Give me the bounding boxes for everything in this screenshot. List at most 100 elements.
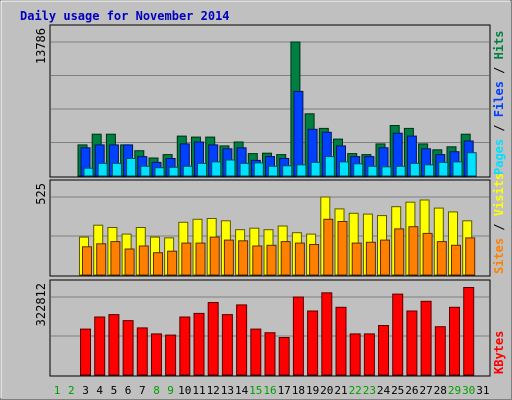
bar-sites-25 xyxy=(394,228,405,276)
x-tick-label: 14 xyxy=(235,384,249,397)
bar-kbytes-14 xyxy=(236,304,248,376)
bar-sites-16 xyxy=(266,244,277,276)
bar-sites-14 xyxy=(238,240,249,276)
bar-kbytes-18 xyxy=(292,296,304,376)
bar-pages-19 xyxy=(310,161,321,177)
legend: Sites / Visits xyxy=(492,173,506,274)
bar-kbytes-7 xyxy=(136,327,148,376)
y-max-label: 525 xyxy=(34,183,48,205)
series-pages xyxy=(83,152,477,177)
x-tick-label: 20 xyxy=(320,384,333,397)
bar-pages-30 xyxy=(466,152,477,177)
bar-sites-4 xyxy=(96,243,107,276)
x-tick-label: 5 xyxy=(111,384,118,397)
bar-kbytes-9 xyxy=(165,334,177,376)
legend-kbytes: KBytes xyxy=(492,331,506,374)
x-tick-label: 29 xyxy=(448,384,461,397)
bar-sites-10 xyxy=(181,242,192,276)
x-tick-label: 12 xyxy=(207,384,220,397)
bar-sites-28 xyxy=(436,241,447,276)
bar-pages-10 xyxy=(182,165,193,177)
bar-kbytes-12 xyxy=(207,302,219,376)
x-tick-label: 25 xyxy=(391,384,404,397)
x-tick-label: 6 xyxy=(125,384,132,397)
x-tick-label: 24 xyxy=(377,384,391,397)
bar-kbytes-6 xyxy=(122,320,134,376)
bar-kbytes-4 xyxy=(94,316,106,376)
y-max-label: 13786 xyxy=(34,28,48,64)
bar-pages-22 xyxy=(353,163,364,177)
bar-kbytes-19 xyxy=(307,310,319,376)
x-axis-labels: 1 2 3 4 5 6 7 8 9 10 11 12 13 14 15 16 17 18 19 20 21 22 23 24 2… xyxy=(54,384,490,397)
bar-pages-3 xyxy=(83,167,94,177)
x-tick-label: 10 xyxy=(178,384,191,397)
bar-pages-17 xyxy=(282,165,293,177)
bar-kbytes-29 xyxy=(449,306,460,376)
bar-sites-23 xyxy=(365,241,376,276)
bar-kbytes-8 xyxy=(151,333,162,376)
x-tick-label: 23 xyxy=(363,384,376,397)
bar-kbytes-24 xyxy=(378,325,389,376)
bar-kbytes-20 xyxy=(321,292,333,376)
legend-separator: / xyxy=(492,216,506,238)
bar-sites-8 xyxy=(153,252,163,276)
bar-kbytes-10 xyxy=(179,316,191,376)
bar-kbytes-22 xyxy=(349,333,361,376)
x-tick-label: 30 xyxy=(462,384,475,397)
x-tick-label: 9 xyxy=(167,384,174,397)
bar-sites-12 xyxy=(209,236,220,276)
x-tick-label: 1 xyxy=(54,384,61,397)
legend-pages: Pages xyxy=(492,139,506,175)
x-tick-label: 13 xyxy=(221,384,234,397)
x-tick-label: 19 xyxy=(306,384,319,397)
bar-pages-12 xyxy=(211,161,222,177)
bar-kbytes-3 xyxy=(80,328,91,376)
legend-visits: Visits xyxy=(492,173,506,216)
series-kbytes xyxy=(80,287,475,376)
x-tick-label: 15 xyxy=(249,384,262,397)
bar-pages-24 xyxy=(381,166,392,177)
bar-pages-13 xyxy=(225,159,236,177)
bar-pages-27 xyxy=(424,164,435,177)
bar-pages-15 xyxy=(253,162,264,177)
bar-pages-7 xyxy=(140,165,151,177)
bar-pages-4 xyxy=(97,162,108,177)
panel-2: 525 Sites / Visits xyxy=(34,173,506,277)
x-tick-label: 21 xyxy=(334,384,347,397)
legend-sites: Sites xyxy=(492,238,506,274)
bar-pages-23 xyxy=(367,165,378,177)
bar-kbytes-13 xyxy=(221,314,233,376)
bar-sites-5 xyxy=(110,241,121,276)
legend: KBytes xyxy=(492,331,506,374)
bar-sites-7 xyxy=(138,245,149,276)
x-tick-label: 4 xyxy=(96,384,103,397)
bar-kbytes-27 xyxy=(420,300,432,376)
bar-sites-29 xyxy=(451,244,461,276)
bar-sites-22 xyxy=(351,242,362,276)
bar-sites-15 xyxy=(252,245,263,276)
legend-hits: Hits xyxy=(492,30,506,59)
legend-files: Files xyxy=(492,81,506,117)
bar-sites-21 xyxy=(337,221,348,276)
bar-pages-18 xyxy=(296,164,307,177)
bar-kbytes-5 xyxy=(108,314,120,376)
bar-sites-18 xyxy=(294,242,305,276)
legend: Pages / Files / Hits xyxy=(492,30,506,175)
x-tick-label: 2 xyxy=(68,384,75,397)
bar-kbytes-15 xyxy=(250,328,262,376)
x-tick-label: 18 xyxy=(292,384,305,397)
x-tick-label: 26 xyxy=(405,384,418,397)
panel-3: 322812 KBytes xyxy=(34,279,506,377)
legend-separator: / xyxy=(492,59,506,81)
bar-pages-16 xyxy=(268,165,278,177)
x-tick-label: 3 xyxy=(82,384,89,397)
bar-sites-19 xyxy=(309,244,320,276)
bar-pages-11 xyxy=(197,162,207,177)
bar-pages-20 xyxy=(324,156,335,177)
bar-sites-17 xyxy=(280,241,291,276)
bar-pages-25 xyxy=(395,165,406,177)
bar-pages-21 xyxy=(339,161,349,177)
bar-sites-24 xyxy=(380,239,390,276)
bar-files-18 xyxy=(293,90,304,177)
